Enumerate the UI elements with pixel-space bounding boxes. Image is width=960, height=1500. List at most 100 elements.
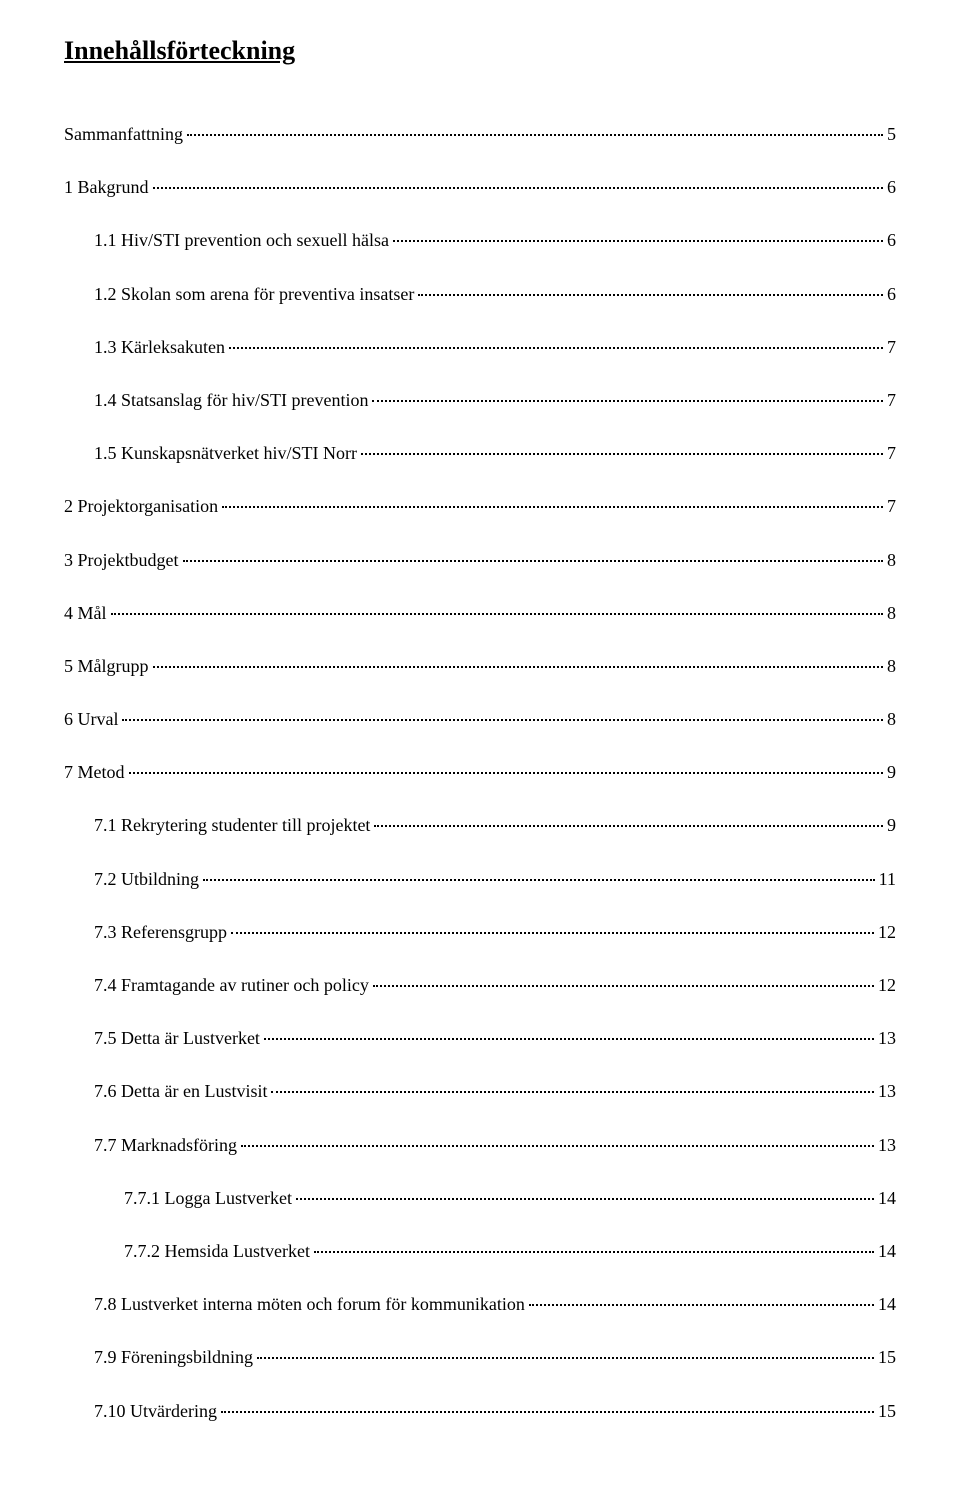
toc-leader — [418, 293, 883, 296]
toc-leader — [372, 399, 883, 402]
toc-page: 7 — [887, 441, 896, 466]
toc-label: 7.7.1 Logga Lustverket — [124, 1186, 292, 1211]
toc-entry: Sammanfattning 5 — [64, 122, 896, 147]
toc-page: 9 — [887, 813, 896, 838]
toc-leader — [231, 931, 874, 934]
toc-entry: 4 Mål 8 — [64, 601, 896, 626]
toc-leader — [153, 665, 884, 668]
toc-page: 13 — [878, 1133, 896, 1158]
toc-label: 7.6 Detta är en Lustvisit — [94, 1079, 267, 1104]
toc-label: 7.1 Rekrytering studenter till projektet — [94, 813, 370, 838]
toc-page: 6 — [887, 228, 896, 253]
toc-page: 15 — [878, 1399, 896, 1424]
toc-entry: 7.3 Referensgrupp 12 — [64, 920, 896, 945]
toc-leader — [183, 559, 884, 562]
toc-label: 5 Målgrupp — [64, 654, 149, 679]
toc-leader — [296, 1197, 874, 1200]
toc-entry: 7.9 Föreningsbildning 15 — [64, 1345, 896, 1370]
toc-entry: 7.7 Marknadsföring 13 — [64, 1133, 896, 1158]
toc-page: 14 — [878, 1239, 896, 1264]
toc-label: 7.9 Föreningsbildning — [94, 1345, 253, 1370]
toc-page: 7 — [887, 335, 896, 360]
toc-label: 4 Mål — [64, 601, 107, 626]
toc-label: 7.3 Referensgrupp — [94, 920, 227, 945]
toc-leader — [187, 133, 883, 136]
toc-leader — [271, 1090, 874, 1093]
toc-label: 7.10 Utvärdering — [94, 1399, 217, 1424]
toc-page: 14 — [878, 1186, 896, 1211]
toc-page: 8 — [887, 654, 896, 679]
toc-leader — [129, 771, 884, 774]
toc-page: 8 — [887, 601, 896, 626]
toc-page: 15 — [878, 1345, 896, 1370]
toc-leader — [257, 1356, 874, 1359]
toc-label: 2 Projektorganisation — [64, 494, 218, 519]
toc-label: 1 Bakgrund — [64, 175, 149, 200]
toc-page: 13 — [878, 1079, 896, 1104]
toc-entry: 7.7.2 Hemsida Lustverket 14 — [64, 1239, 896, 1264]
toc-leader — [529, 1303, 874, 1306]
toc-entry: 7.5 Detta är Lustverket 13 — [64, 1026, 896, 1051]
toc-page: 6 — [887, 282, 896, 307]
toc-leader — [153, 186, 884, 189]
toc-entry: 1.3 Kärleksakuten 7 — [64, 335, 896, 360]
toc-page: 6 — [887, 175, 896, 200]
toc-leader — [241, 1144, 874, 1147]
toc-leader — [374, 824, 883, 827]
toc-entry: 6 Urval 8 — [64, 707, 896, 732]
toc-entry: 7.8 Lustverket interna möten och forum f… — [64, 1292, 896, 1317]
toc-entry: 1.4 Statsanslag för hiv/STI prevention 7 — [64, 388, 896, 413]
toc-entry: 7.7.1 Logga Lustverket 14 — [64, 1186, 896, 1211]
toc-page: 7 — [887, 494, 896, 519]
toc-page: 14 — [878, 1292, 896, 1317]
toc-page: 12 — [878, 920, 896, 945]
toc-entry: 7.1 Rekrytering studenter till projektet… — [64, 813, 896, 838]
toc-leader — [393, 239, 883, 242]
toc-label: 1.5 Kunskapsnätverket hiv/STI Norr — [94, 441, 357, 466]
toc-page: 13 — [878, 1026, 896, 1051]
toc-label: 1.3 Kärleksakuten — [94, 335, 225, 360]
toc-page: 8 — [887, 707, 896, 732]
toc-entry: 1.5 Kunskapsnätverket hiv/STI Norr 7 — [64, 441, 896, 466]
toc-page: 9 — [887, 760, 896, 785]
toc-label: 7 Metod — [64, 760, 125, 785]
toc-label: 7.2 Utbildning — [94, 867, 199, 892]
toc-leader — [264, 1037, 874, 1040]
toc-label: 1.4 Statsanslag för hiv/STI prevention — [94, 388, 368, 413]
toc-label: 7.4 Framtagande av rutiner och policy — [94, 973, 369, 998]
toc-page: 7 — [887, 388, 896, 413]
document-page: Innehållsförteckning Sammanfattning 5 1 … — [0, 0, 960, 1500]
toc-leader — [203, 878, 875, 881]
toc-leader — [122, 718, 883, 721]
toc-entry: 7.2 Utbildning 11 — [64, 867, 896, 892]
toc-leader — [314, 1250, 874, 1253]
toc-leader — [222, 505, 883, 508]
toc-entry: 7 Metod 9 — [64, 760, 896, 785]
toc-label: 7.8 Lustverket interna möten och forum f… — [94, 1292, 525, 1317]
toc-entry: 5 Målgrupp 8 — [64, 654, 896, 679]
toc-label: 1.1 Hiv/STI prevention och sexuell hälsa — [94, 228, 389, 253]
toc-entry: 7.6 Detta är en Lustvisit 13 — [64, 1079, 896, 1104]
toc-entry: 1.1 Hiv/STI prevention och sexuell hälsa… — [64, 228, 896, 253]
toc-label: 7.7 Marknadsföring — [94, 1133, 237, 1158]
toc-leader — [373, 984, 874, 987]
toc-label: Sammanfattning — [64, 122, 183, 147]
toc-entry: 2 Projektorganisation 7 — [64, 494, 896, 519]
toc-page: 12 — [878, 973, 896, 998]
toc-leader — [229, 346, 883, 349]
toc-leader — [361, 452, 883, 455]
toc-page: 5 — [887, 122, 896, 147]
toc-leader — [111, 612, 884, 615]
toc-label: 3 Projektbudget — [64, 548, 179, 573]
toc-entry: 7.4 Framtagande av rutiner och policy 12 — [64, 973, 896, 998]
toc-entry: 1 Bakgrund 6 — [64, 175, 896, 200]
toc-entry: 3 Projektbudget 8 — [64, 548, 896, 573]
toc-label: 7.5 Detta är Lustverket — [94, 1026, 260, 1051]
toc-label: 6 Urval — [64, 707, 118, 732]
toc-page: 11 — [879, 867, 896, 892]
toc-label: 1.2 Skolan som arena för preventiva insa… — [94, 282, 414, 307]
toc-leader — [221, 1410, 874, 1413]
toc-entry: 1.2 Skolan som arena för preventiva insa… — [64, 282, 896, 307]
toc-label: 7.7.2 Hemsida Lustverket — [124, 1239, 310, 1264]
toc-entry: 7.10 Utvärdering 15 — [64, 1399, 896, 1424]
